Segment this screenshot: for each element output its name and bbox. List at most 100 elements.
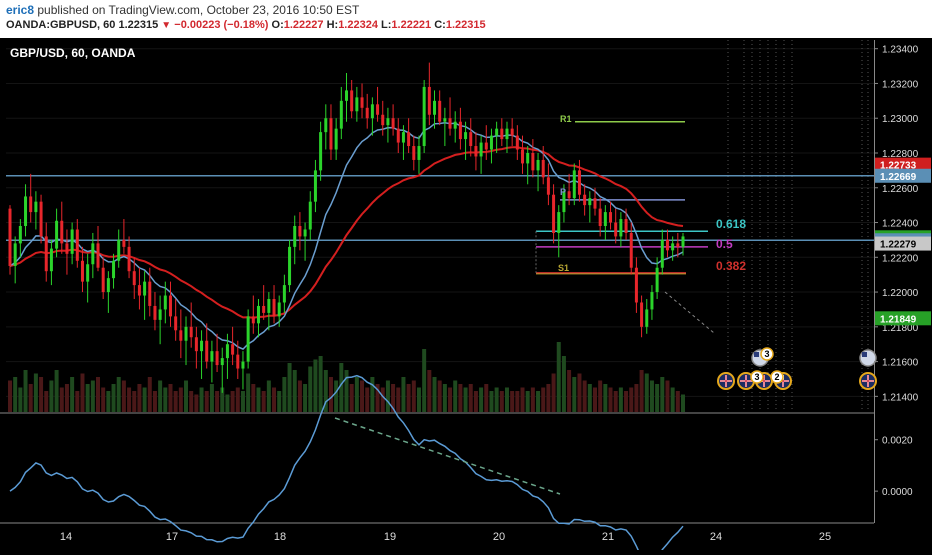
candle-body	[345, 90, 348, 101]
candle-body	[324, 118, 328, 133]
volume-bar	[634, 384, 639, 412]
candle-body	[567, 191, 571, 199]
volume-bar	[137, 384, 142, 412]
time-axis-label: 18	[274, 531, 286, 543]
candle-body	[132, 271, 136, 286]
volume-bar	[240, 391, 245, 412]
time-axis-label: 17	[166, 531, 178, 543]
volume-bar	[64, 384, 69, 412]
volume-bar	[328, 377, 333, 412]
volume-bar	[453, 380, 458, 412]
volume-bar	[158, 380, 163, 412]
volume-bar	[272, 387, 277, 412]
volume-bar	[639, 370, 644, 412]
candle-body	[168, 295, 172, 317]
event-count-uk-1: 3	[754, 372, 759, 382]
volume-bar	[287, 363, 292, 412]
volume-bar	[499, 391, 504, 412]
price-tick-label: 1.23400	[882, 45, 919, 56]
horizontal-lines	[6, 120, 874, 334]
volume-bar	[396, 387, 401, 412]
volume-bar	[184, 380, 189, 412]
candle-body	[609, 212, 613, 223]
volume-bar	[681, 394, 685, 412]
volume-bar	[525, 391, 530, 412]
volume-bar	[479, 387, 484, 412]
volume-bar	[121, 380, 126, 412]
candle-body	[433, 100, 437, 115]
candle-body	[13, 243, 17, 266]
volume-bar	[504, 387, 509, 412]
volume-bar	[442, 384, 447, 412]
chart-labels: GBP/USD, 60, OANDA R1 S1 P 0.618 0.5 0.382	[10, 46, 746, 273]
candle-body	[660, 239, 664, 268]
volume-bar	[106, 391, 111, 412]
volume-bar	[603, 384, 608, 412]
candles	[8, 62, 685, 393]
volume-bar	[194, 394, 199, 412]
volume-bar	[670, 387, 675, 412]
candle-body	[552, 194, 556, 233]
volume-bar	[360, 380, 365, 412]
candle-body	[588, 198, 592, 206]
time-axis-label: 14	[60, 531, 72, 543]
volume-bar	[582, 380, 587, 412]
us-flag-canton-icon	[862, 352, 867, 357]
candle-body	[184, 326, 188, 341]
volume-bar	[220, 387, 225, 412]
price-tick-label: 1.21400	[882, 392, 919, 403]
candle-body	[577, 170, 581, 195]
candle-body	[55, 220, 59, 249]
publish-header: eric8 published on TradingView.com, Octo…	[0, 0, 932, 38]
volume-bar	[618, 387, 623, 412]
candle-body	[370, 104, 374, 119]
volume-bar	[541, 387, 546, 412]
event-count-badge	[750, 370, 764, 384]
last-price: 1.22315	[118, 19, 159, 31]
volume-bar	[54, 370, 59, 412]
price-tick-label: 1.21800	[882, 323, 919, 334]
fast-moving-average	[9, 121, 684, 350]
volume-bar	[152, 391, 157, 412]
candle-body	[288, 246, 292, 286]
candle-body	[541, 159, 545, 178]
candle-body	[422, 86, 426, 147]
candle-body	[360, 97, 364, 108]
volume-bar	[592, 387, 597, 412]
volume-bar	[473, 391, 478, 412]
volume-bar	[44, 391, 49, 412]
volume-bar	[132, 391, 137, 412]
candle-body	[614, 222, 618, 237]
oscillator-trendline	[334, 417, 561, 495]
oscillator-pane	[9, 374, 684, 555]
volume-bar	[375, 384, 380, 412]
candle-body	[329, 118, 333, 150]
volume-bar	[644, 373, 649, 412]
price-axis-badge	[875, 236, 931, 251]
volume-bar	[520, 387, 525, 412]
candle-body	[495, 128, 499, 136]
candle-body	[469, 132, 473, 147]
candle-body	[236, 354, 240, 369]
time-axis-label: 25	[819, 531, 831, 543]
candle-body	[34, 201, 38, 213]
volume-bar	[277, 391, 282, 412]
volume-bar	[448, 387, 453, 412]
volume-bar	[468, 384, 473, 412]
open-value: 1.22227	[283, 19, 324, 31]
volume-bar	[116, 377, 121, 412]
candle-body	[505, 128, 509, 140]
candle-body	[246, 316, 250, 362]
price-tick-label: 1.22400	[882, 219, 919, 230]
economic-events: 3 3 2	[717, 347, 877, 390]
candle-body	[137, 285, 141, 296]
candle-body	[619, 219, 623, 237]
volume-bars	[8, 342, 685, 412]
price-tick-label: 1.23200	[882, 79, 919, 90]
candle-body	[391, 118, 395, 129]
price-chart[interactable]: 33 2 1.234001.232001.230001.228001.226001…	[0, 38, 932, 555]
volume-bar	[142, 387, 147, 412]
username-link[interactable]: eric8	[6, 3, 35, 17]
candle-body	[277, 302, 281, 317]
